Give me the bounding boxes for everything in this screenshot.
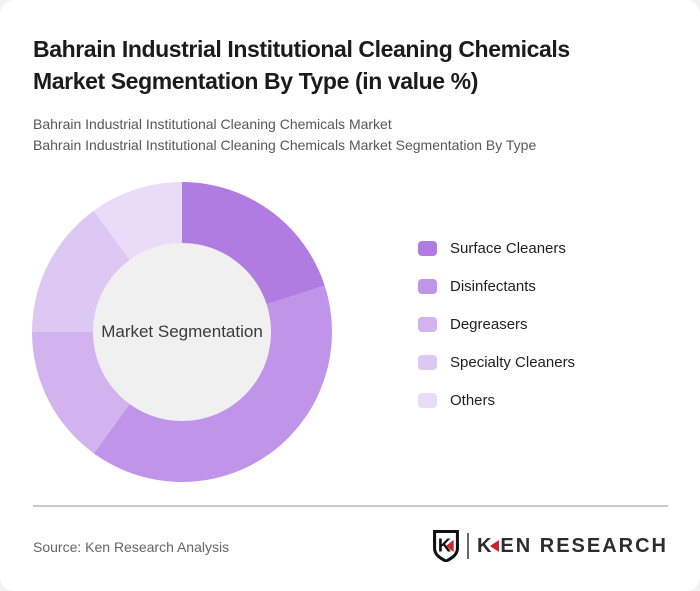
legend-label: Specialty Cleaners [450, 354, 576, 371]
page-title: Bahrain Industrial Institutional Cleanin… [33, 33, 570, 97]
donut-chart: Market Segmentation [32, 182, 332, 482]
donut-segment-others [93, 182, 182, 261]
brand-wordmark: K EN RESEARCH [477, 535, 668, 558]
brand-red-triangle-icon [490, 540, 500, 552]
legend-swatch [418, 317, 437, 332]
page-subtitle-line-2: Bahrain Industrial Institutional Cleanin… [33, 137, 537, 153]
ken-research-shield-icon: K [433, 530, 459, 562]
page-title-line-2: Market Segmentation By Type (in value %) [33, 68, 478, 94]
legend-label: Surface Cleaners [450, 240, 566, 257]
legend-swatch [418, 393, 437, 408]
ken-research-logo: K K EN RESEARCH [433, 529, 668, 563]
chart-legend: Surface Cleaners Disinfectants Degreasers S… [418, 240, 576, 431]
donut-center-circle [92, 242, 272, 422]
page-title-line-1: Bahrain Industrial Institutional Cleanin… [33, 36, 570, 62]
brand-rest: EN RESEARCH [500, 534, 668, 557]
brand-letter-k: K [476, 534, 494, 557]
legend-swatch [418, 279, 437, 294]
shield-red-triangle [445, 539, 454, 553]
logo-divider-bar [466, 533, 469, 559]
donut-chart-svg [32, 182, 332, 482]
donut-center-label: Market Segmentation [101, 322, 263, 341]
donut-segment-specialty-cleaners [32, 210, 131, 332]
page-subtitle-line-1: Bahrain Industrial Institutional Cleanin… [33, 116, 392, 132]
legend-item-disinfectants: Disinfectants [418, 278, 575, 295]
legend-item-degreasers: Degreasers [418, 316, 575, 333]
legend-swatch [418, 241, 437, 256]
legend-swatch [418, 355, 437, 370]
legend-label: Disinfectants [450, 278, 536, 295]
shield-letter: K [438, 534, 452, 555]
donut-segment-disinfectants [93, 285, 332, 482]
donut-segment-surface-cleaners [182, 182, 325, 305]
page-subtitle: Bahrain Industrial Institutional Cleanin… [33, 114, 536, 156]
source-note: Source: Ken Research Analysis [33, 539, 230, 555]
legend-item-surface-cleaners: Surface Cleaners [418, 240, 575, 257]
legend-label: Others [450, 392, 496, 409]
donut-segment-degreasers [32, 332, 131, 454]
legend-item-others: Others [418, 392, 575, 409]
footer-divider [33, 505, 668, 507]
legend-item-specialty-cleaners: Specialty Cleaners [418, 354, 576, 371]
legend-label: Degreasers [450, 316, 528, 333]
